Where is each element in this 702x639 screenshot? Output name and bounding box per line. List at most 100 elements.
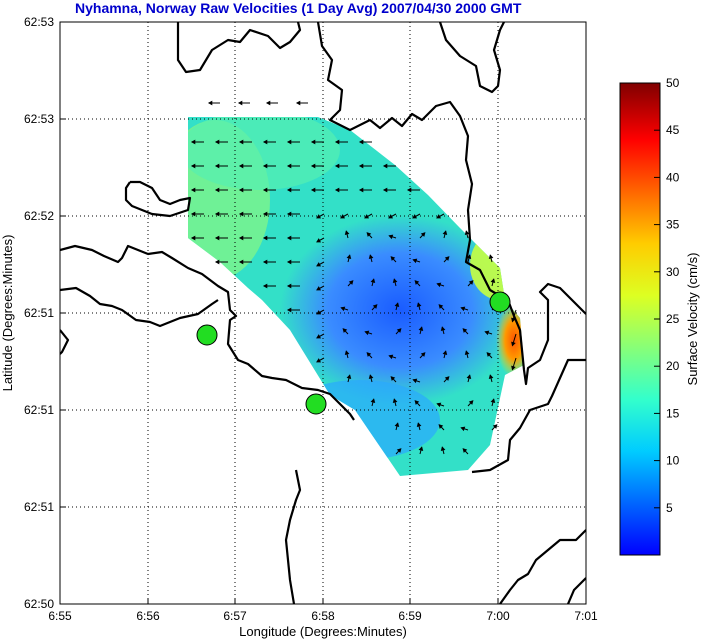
velocity-arrowhead	[190, 235, 196, 241]
velocity-arrowhead	[412, 214, 418, 219]
y-tick-labels: 62:50 62:51 62:51 62:51 62:52 62:53 62:5…	[24, 15, 54, 611]
colorbar-tick-label: 35	[666, 218, 680, 232]
velocity-arrowhead	[412, 378, 418, 384]
velocity-arrowhead	[382, 187, 388, 193]
y-tick-label: 62:51	[24, 306, 54, 320]
velocity-arrowhead	[214, 187, 220, 193]
field-region-north	[188, 117, 340, 190]
colorbar-tick-label: 40	[666, 170, 680, 184]
velocity-arrowhead	[310, 187, 316, 193]
velocity-arrowhead	[511, 341, 516, 347]
velocity-arrowhead	[316, 358, 322, 363]
velocity-arrowhead	[436, 214, 442, 219]
colorbar-tick-label: 45	[666, 123, 680, 137]
velocity-arrowhead	[316, 262, 322, 267]
velocity-arrowhead	[262, 283, 268, 289]
velocity-arrowhead	[348, 280, 354, 285]
velocity-arrowhead	[346, 254, 352, 260]
velocity-arrowhead	[237, 100, 243, 106]
field-region-central-channel	[280, 215, 520, 405]
colorbar-tick-label: 50	[666, 76, 680, 90]
velocity-arrowhead	[310, 163, 316, 169]
velocity-arrowhead	[286, 307, 292, 313]
radar-site-marker	[305, 393, 327, 415]
velocity-arrowhead	[358, 139, 364, 145]
colorbar-tick-label: 30	[666, 265, 680, 279]
velocity-arrowhead	[440, 326, 446, 332]
colorbar-tick-label: 20	[666, 359, 680, 373]
radar-sites	[196, 291, 511, 415]
velocity-arrowhead	[262, 187, 268, 193]
velocity-arrowhead	[295, 100, 301, 106]
velocity-arrowhead	[366, 232, 372, 237]
velocity-arrowhead	[316, 286, 322, 291]
velocity-arrowhead	[265, 100, 271, 106]
colorbar-ticks: 5 10 15 20 25 30 35 40 45 50	[654, 76, 680, 515]
colorbar-label: Surface Velocity (cm/s)	[685, 253, 700, 386]
velocity-arrowhead	[286, 139, 292, 145]
velocity-arrowhead	[346, 374, 352, 380]
velocity-arrowhead	[207, 100, 213, 106]
y-tick-label: 62:53	[24, 15, 54, 29]
velocity-arrowhead	[486, 352, 492, 357]
velocity-arrowhead	[316, 238, 322, 243]
velocity-vectors	[190, 100, 517, 455]
x-tick-label: 6:58	[311, 609, 335, 623]
velocity-arrowhead	[214, 235, 220, 241]
velocity-arrowhead	[394, 422, 400, 428]
velocity-arrowhead	[262, 139, 268, 145]
x-ticks	[59, 598, 587, 604]
chart-title: Nyhamna, Norway Raw Velocities (1 Day Av…	[75, 0, 522, 16]
velocity-arrowhead	[442, 230, 448, 236]
velocity-arrowhead	[368, 374, 374, 380]
x-tick-label: 6:57	[223, 609, 247, 623]
velocity-arrowhead	[420, 232, 426, 237]
y-tick-label: 62:51	[24, 500, 54, 514]
velocity-arrowhead	[388, 354, 394, 360]
velocity-arrowhead	[392, 278, 398, 284]
velocity-arrowhead	[488, 254, 494, 260]
coastline	[60, 22, 586, 604]
velocity-arrowhead	[418, 446, 424, 452]
velocity-arrowhead	[394, 302, 400, 308]
velocity-arrowhead	[436, 282, 442, 288]
velocity-arrowhead	[438, 424, 444, 429]
velocity-arrowhead	[342, 328, 348, 333]
velocity-arrowhead	[358, 163, 364, 169]
velocity-arrowhead	[462, 448, 468, 453]
velocity-arrowhead	[316, 334, 322, 339]
velocity-arrowhead	[366, 352, 372, 357]
velocity-arrowhead	[466, 374, 472, 380]
velocity-arrowhead	[286, 235, 292, 241]
velocity-arrowhead	[420, 352, 426, 357]
y-tick-label: 62:52	[24, 209, 54, 223]
velocity-arrowhead	[464, 230, 470, 236]
velocity-arrowhead	[492, 424, 498, 429]
velocity-arrowhead	[310, 139, 316, 145]
y-tick-label: 62:50	[24, 597, 54, 611]
radar-site-marker	[196, 324, 218, 346]
velocity-arrowhead	[444, 376, 450, 381]
velocity-arrowhead	[262, 259, 268, 265]
velocity-arrowhead	[388, 234, 394, 240]
velocity-arrowhead	[358, 187, 364, 193]
velocity-arrowhead	[488, 374, 494, 380]
velocity-arrowhead	[416, 422, 422, 428]
velocity-arrowhead	[370, 398, 376, 404]
velocity-arrowhead	[344, 350, 350, 356]
velocity-arrowhead	[364, 214, 370, 219]
velocity-arrowhead	[382, 163, 388, 169]
velocity-arrowhead	[238, 235, 244, 241]
velocity-arrowhead	[370, 278, 376, 284]
velocity-arrowhead	[416, 302, 422, 308]
y-tick-label: 62:51	[24, 403, 54, 417]
velocity-arrowhead	[238, 259, 244, 265]
velocity-arrowhead	[286, 187, 292, 193]
velocity-arrowhead	[460, 426, 466, 432]
velocity-arrowhead	[344, 230, 350, 236]
velocity-arrowhead	[214, 163, 220, 169]
x-tick-labels: 6:55 6:56 6:57 6:58 6:59 7:00 7:01	[48, 609, 598, 623]
velocity-arrowhead	[490, 398, 496, 404]
velocity-arrowhead	[286, 259, 292, 265]
